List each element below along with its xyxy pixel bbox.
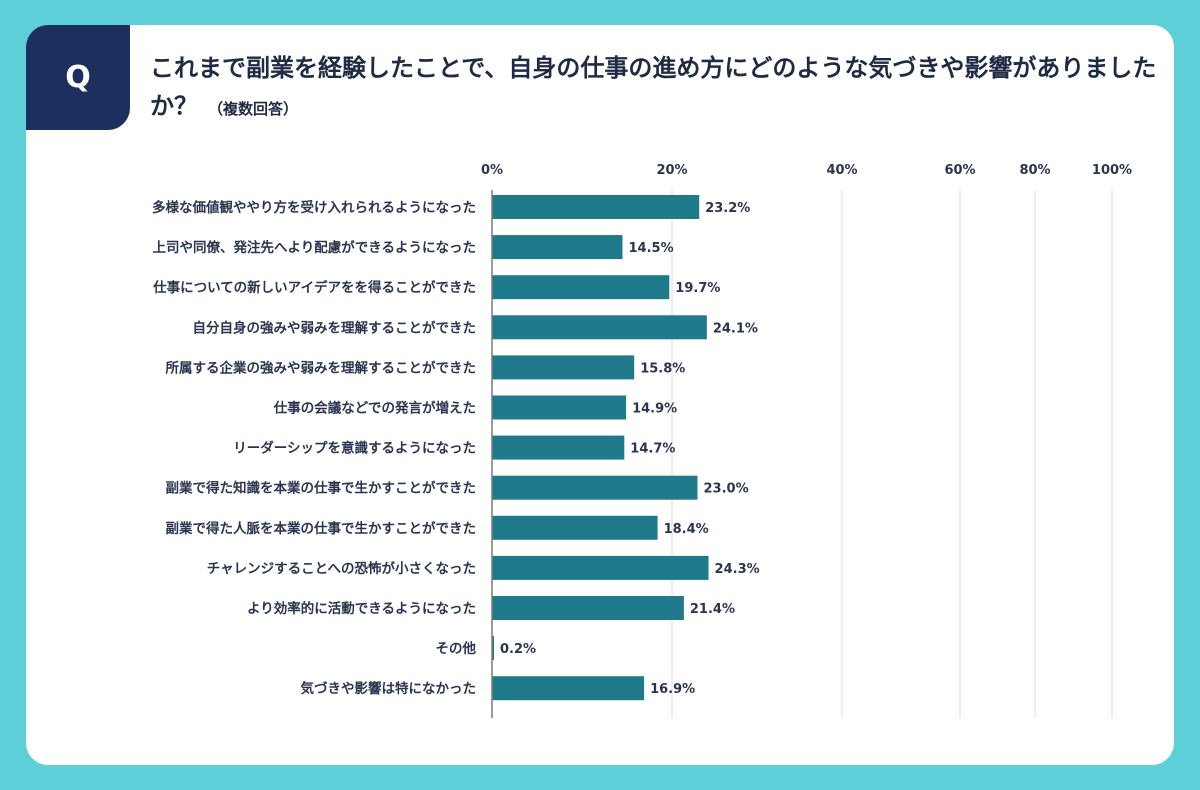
x-tick-label: 40% <box>826 163 857 178</box>
bar <box>492 555 709 580</box>
category-label: 仕事についての新しいアイデアをを得ることができた <box>152 279 476 296</box>
category-label: 上司や同僚、発注先へより配慮ができるようになった <box>153 239 476 256</box>
bar <box>492 475 698 500</box>
category-label: その他 <box>436 640 477 657</box>
question-badge: Q <box>26 25 130 130</box>
value-label: 16.9% <box>650 682 695 697</box>
value-label: 24.1% <box>713 321 758 336</box>
bar <box>492 275 670 300</box>
category-label: 自分自身の強みや弱みを理解することができた <box>193 319 477 336</box>
bar <box>492 435 625 460</box>
category-label: 多様な価値観ややり方を受け入れられるようになった <box>152 199 476 216</box>
x-tick-label: 20% <box>656 163 687 178</box>
value-label: 19.7% <box>675 281 720 296</box>
chart-card: Q これまで副業を経験したことで、自身の仕事の進め方にどのような気づきや影響があ… <box>26 25 1174 765</box>
category-label: 所属する企業の強みや弱みを理解することができた <box>166 359 477 376</box>
bar <box>492 596 684 620</box>
value-label: 23.0% <box>704 482 749 497</box>
category-label: より効率的に活動できるようになった <box>247 600 476 617</box>
value-label: 23.2% <box>705 201 750 216</box>
x-tick-label: 0% <box>481 163 503 178</box>
bar <box>492 515 658 540</box>
value-label: 18.4% <box>664 522 709 537</box>
question-title: これまで副業を経験したことで、自身の仕事の進め方にどのような気づきや影響がありま… <box>150 49 1160 128</box>
bar <box>492 195 700 219</box>
value-label: 24.3% <box>715 562 760 577</box>
x-tick-label: 60% <box>944 163 975 178</box>
value-label: 14.7% <box>630 442 675 457</box>
category-label: 仕事の会議などでの発言が増えた <box>273 400 476 417</box>
value-label: 0.2% <box>500 642 536 657</box>
bar <box>492 636 494 661</box>
bar <box>492 676 645 701</box>
category-label: 気づきや影響は特になかった <box>301 680 477 697</box>
value-label: 14.5% <box>629 241 674 256</box>
category-label: リーダーシップを意識するようになった <box>233 440 476 457</box>
bar <box>492 315 707 340</box>
bar <box>492 235 623 260</box>
question-note: （複数回答） <box>208 100 299 118</box>
x-tick-label: 80% <box>1019 163 1050 178</box>
x-tick-label: 100% <box>1092 163 1132 178</box>
bar <box>492 355 635 380</box>
value-label: 14.9% <box>632 402 677 417</box>
value-label: 15.8% <box>640 361 685 376</box>
category-label: チャレンジすることへの恐怖が小さくなった <box>207 560 476 577</box>
bar <box>492 395 627 420</box>
question-text: これまで副業を経験したことで、自身の仕事の進め方にどのような気づきや影響がありま… <box>150 54 1157 120</box>
category-label: 副業で得た人脈を本業の仕事で生かすことができた <box>166 520 477 537</box>
category-label: 副業で得た知識を本業の仕事で生かすことができた <box>166 480 477 497</box>
value-label: 21.4% <box>690 602 735 617</box>
